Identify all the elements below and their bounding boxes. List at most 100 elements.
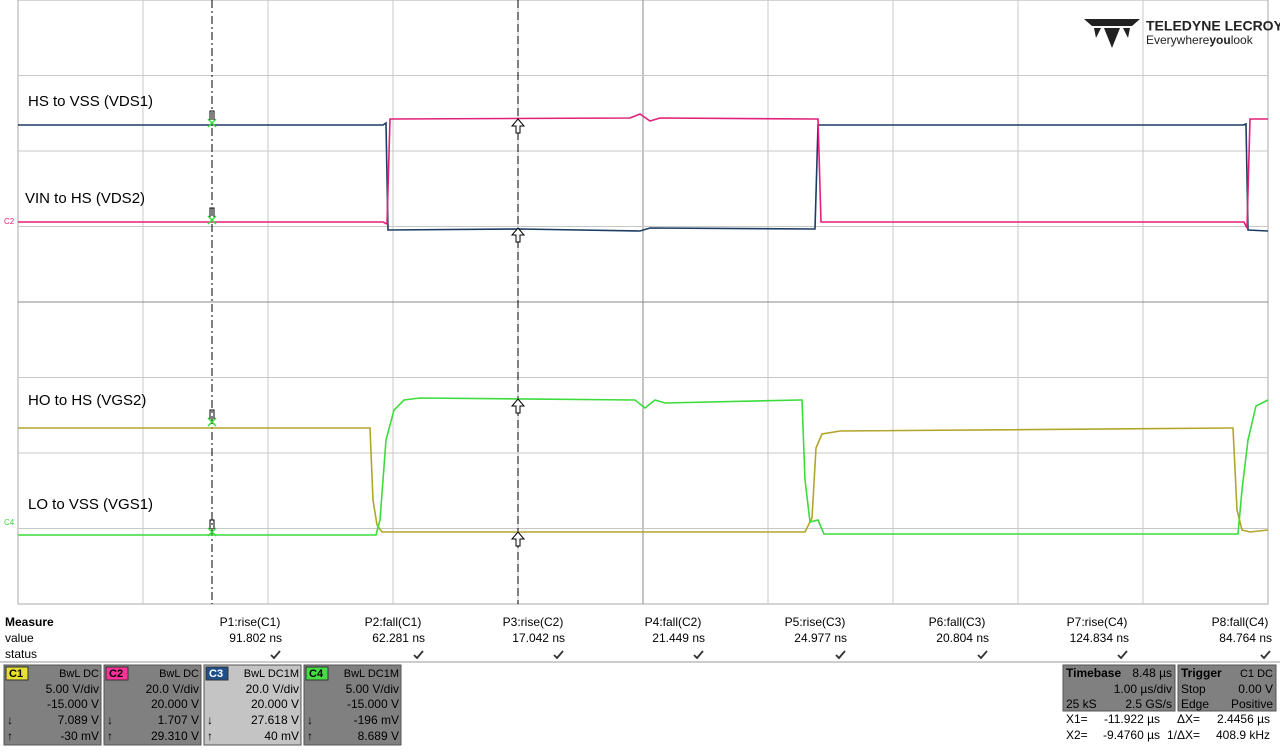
param-name: P2:fall(C1) — [365, 615, 422, 629]
cursor-arrow — [209, 207, 215, 217]
channel-offset: 20.000 V — [151, 697, 199, 711]
channel-min: 7.089 V — [58, 713, 99, 727]
status-check — [835, 650, 846, 660]
param-name: P7:rise(C4) — [1067, 615, 1128, 629]
status-check — [1117, 650, 1128, 660]
timebase-box — [1062, 664, 1176, 712]
max-symbol: ↑ — [207, 729, 213, 743]
trigger-type: Edge — [1181, 697, 1209, 711]
max-symbol: ↑ — [107, 729, 113, 743]
cursor-delta-label: 1/ΔX= — [1167, 728, 1200, 742]
cursor-arrow — [209, 519, 215, 529]
cursor-label: X1= — [1066, 712, 1088, 726]
timebase-samples: 25 kS — [1066, 697, 1097, 711]
param-value: 17.042 ns — [512, 631, 565, 645]
cursor-value: -9.4760 µs — [1103, 728, 1160, 742]
param-value: 20.804 ns — [936, 631, 989, 645]
tagline-part: look — [1231, 33, 1254, 47]
param-name: P3:rise(C2) — [503, 615, 564, 629]
channel-badge — [305, 666, 329, 681]
min-symbol: ↓ — [107, 713, 113, 727]
cursor-marker — [207, 118, 217, 128]
cursor-arrow — [510, 531, 526, 547]
channel-offset: -15.000 V — [47, 697, 99, 711]
status-check — [1260, 650, 1271, 660]
channel-offset: -15.000 V — [347, 697, 399, 711]
cursor-marker — [207, 527, 217, 537]
channel-min: 27.618 V — [251, 713, 299, 727]
timebase-rate: 2.5 GS/s — [1125, 697, 1172, 711]
cursor-markers — [207, 110, 526, 547]
measure-table: P1:rise(C1) 91.802 ns P2:fall(C1) 62.281 ns… — [220, 615, 1272, 660]
param-value: 84.764 ns — [1219, 631, 1272, 645]
param-value: 24.977 ns — [794, 631, 847, 645]
cursor-arrow — [510, 227, 526, 243]
channel-offset: 20.000 V — [251, 697, 299, 711]
cursor-marker — [207, 417, 217, 427]
channel-name: C2 — [109, 668, 123, 680]
trigger-box — [1177, 664, 1277, 712]
channel-coupling: BwL DC — [159, 668, 199, 680]
trace-vds1 — [18, 121, 1269, 232]
param-value: 62.281 ns — [372, 631, 425, 645]
param-value: 21.449 ns — [652, 631, 705, 645]
param-value: 91.802 ns — [229, 631, 282, 645]
status-check — [553, 650, 564, 660]
channel-marker: C2 — [4, 217, 15, 226]
cursor-delta: 408.9 kHz — [1216, 728, 1270, 742]
cursor-arrow — [209, 110, 215, 120]
param-name: P6:fall(C3) — [929, 615, 986, 629]
row-label: value — [5, 631, 34, 645]
timebase-title: Timebase — [1066, 666, 1121, 680]
param-name: P5:rise(C3) — [785, 615, 846, 629]
channel-max: 29.310 V — [151, 729, 199, 743]
param-name: P8:fall(C4) — [1212, 615, 1269, 629]
trigger-title: Trigger — [1181, 666, 1222, 680]
timebase-delay: 8.48 µs — [1132, 666, 1172, 680]
trace-label: VIN to HS (VDS2) — [25, 190, 145, 207]
trigger-mode: Stop — [1181, 682, 1206, 696]
status-check — [413, 650, 424, 660]
channel-name: C4 — [309, 668, 324, 680]
cursor-delta: 2.4456 µs — [1217, 712, 1270, 726]
trigger-slope: Positive — [1231, 697, 1273, 711]
logo-icon — [1084, 19, 1140, 48]
channel-badge — [205, 666, 229, 681]
cursor-value: -11.922 µs — [1104, 712, 1160, 726]
channel-coupling: BwL DC1M — [344, 668, 399, 680]
trace-vgs2 — [18, 427, 1269, 533]
tagline-part: you — [1209, 33, 1230, 47]
cursor-arrow — [510, 118, 526, 134]
cursor-delta-label: ΔX= — [1177, 712, 1200, 726]
trace-vgs1 — [18, 397, 1269, 536]
param-value: 124.834 ns — [1070, 631, 1129, 645]
tagline-part: Everywhere — [1146, 33, 1210, 47]
cursor-label: X2= — [1066, 728, 1088, 742]
cursor-arrow — [510, 398, 526, 414]
channel-scale: 5.00 V/div — [46, 682, 99, 696]
channel-scale: 20.0 V/div — [246, 682, 299, 696]
channel-name: C3 — [209, 668, 223, 680]
channel-badge — [5, 666, 29, 681]
timebase-scale: 1.00 µs/div — [1114, 682, 1172, 696]
channel-coupling: BwL DC1M — [244, 668, 299, 680]
status-check — [693, 650, 704, 660]
cursor-arrow — [209, 409, 215, 419]
cursor-marker — [207, 215, 217, 225]
trace-label: HS to VSS (VDS1) — [28, 93, 153, 110]
trigger-source: C1 DC — [1240, 668, 1273, 680]
trace-vds2 — [18, 113, 1268, 229]
channel-max: 8.689 V — [358, 729, 399, 743]
min-symbol: ↓ — [7, 713, 13, 727]
channel-panels: C1 BwL DC5.00 V/div-15.000 V↓ 7.089 V↑ -30 … — [3, 664, 402, 746]
graticule — [17, 0, 1269, 605]
channel-coupling: BwL DC — [59, 668, 99, 680]
channel-scale: 5.00 V/div — [346, 682, 399, 696]
trace-label: HO to HS (VGS2) — [28, 392, 146, 409]
max-symbol: ↑ — [7, 729, 13, 743]
param-name: P1:rise(C1) — [220, 615, 281, 629]
channel-marker: C4 — [4, 518, 15, 527]
channel-badge — [105, 666, 129, 681]
channel-max: 40 mV — [264, 729, 299, 743]
